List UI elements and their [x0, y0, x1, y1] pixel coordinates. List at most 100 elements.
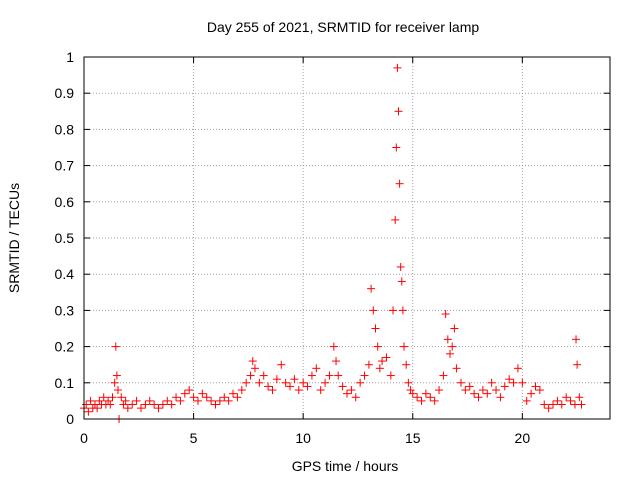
data-point	[123, 404, 132, 413]
data-point	[456, 378, 465, 387]
data-point	[500, 382, 509, 391]
data-point	[215, 396, 224, 405]
x-tick-label: 10	[295, 430, 311, 446]
data-point	[325, 371, 334, 380]
data-point	[329, 342, 338, 351]
data-point	[141, 400, 150, 409]
data-point	[237, 386, 246, 395]
data-point	[207, 396, 216, 405]
data-point	[450, 324, 459, 333]
data-point	[272, 375, 281, 384]
data-point	[316, 386, 325, 395]
data-point	[113, 386, 122, 395]
data-point	[465, 382, 474, 391]
data-point	[145, 396, 154, 405]
data-point	[281, 378, 290, 387]
data-point	[575, 393, 584, 402]
data-point	[513, 364, 522, 373]
data-point	[294, 386, 303, 395]
data-points-layer	[80, 63, 586, 423]
data-point	[417, 396, 426, 405]
data-point	[248, 357, 257, 366]
data-point	[233, 393, 242, 402]
data-point	[522, 396, 531, 405]
data-point	[211, 400, 220, 409]
data-point	[290, 375, 299, 384]
data-point	[84, 407, 93, 416]
data-point	[167, 400, 176, 409]
data-point	[369, 306, 378, 315]
data-point	[136, 404, 145, 413]
data-point	[150, 400, 159, 409]
data-point	[492, 386, 501, 395]
data-point	[375, 364, 384, 373]
data-point	[132, 396, 141, 405]
data-point	[111, 342, 120, 351]
data-point	[404, 378, 413, 387]
data-point	[408, 389, 417, 398]
data-point	[332, 357, 341, 366]
y-tick-label: 0.5	[55, 230, 75, 246]
data-point	[496, 393, 505, 402]
y-tick-label: 0.3	[55, 302, 75, 318]
data-point	[154, 404, 163, 413]
data-point	[518, 378, 527, 387]
data-point	[246, 371, 255, 380]
data-point	[426, 393, 435, 402]
data-point	[398, 306, 407, 315]
data-point	[396, 262, 405, 271]
data-point	[573, 360, 582, 369]
data-point	[163, 396, 172, 405]
data-point	[108, 393, 117, 402]
data-point	[487, 378, 496, 387]
data-point	[439, 371, 448, 380]
data-point	[478, 386, 487, 395]
data-point	[117, 393, 126, 402]
data-point	[343, 389, 351, 398]
data-point	[386, 371, 395, 380]
data-point	[356, 378, 365, 387]
data-point	[461, 386, 470, 395]
data-point	[373, 342, 382, 351]
data-point	[572, 335, 581, 344]
data-point	[347, 386, 356, 395]
data-point	[172, 393, 181, 402]
data-point	[397, 277, 406, 286]
data-point	[577, 400, 586, 409]
data-point	[277, 360, 286, 369]
y-tick-label: 0.7	[55, 158, 75, 174]
x-tick-label: 20	[515, 430, 531, 446]
y-axis-label: SRMTID / TECUs	[6, 183, 22, 293]
data-point	[557, 400, 566, 409]
data-point	[185, 386, 194, 395]
data-point	[189, 393, 198, 402]
data-point	[448, 342, 457, 351]
y-tick-label: 0	[66, 411, 74, 427]
data-point	[351, 393, 360, 402]
data-point	[474, 393, 483, 402]
y-tick-label: 0.2	[55, 339, 75, 355]
data-point	[338, 382, 347, 391]
x-tick-label: 15	[405, 430, 421, 446]
data-point	[483, 389, 492, 398]
data-point	[259, 371, 268, 380]
x-axis-label: GPS time / hours	[292, 458, 399, 474]
data-point	[435, 386, 444, 395]
data-point	[264, 382, 273, 391]
chart-title: Day 255 of 2021, SRMTID for receiver lam…	[207, 19, 480, 35]
data-point	[509, 378, 518, 387]
x-tick-label: 5	[190, 430, 198, 446]
data-point	[413, 393, 422, 402]
y-tick-label: 0.9	[55, 85, 75, 101]
data-point	[93, 404, 102, 413]
data-point	[553, 396, 562, 405]
data-point	[402, 360, 411, 369]
data-point	[367, 284, 376, 293]
data-point	[220, 393, 229, 402]
data-point	[334, 371, 343, 380]
data-point	[224, 396, 233, 405]
data-point	[470, 389, 479, 398]
data-point	[229, 389, 238, 398]
